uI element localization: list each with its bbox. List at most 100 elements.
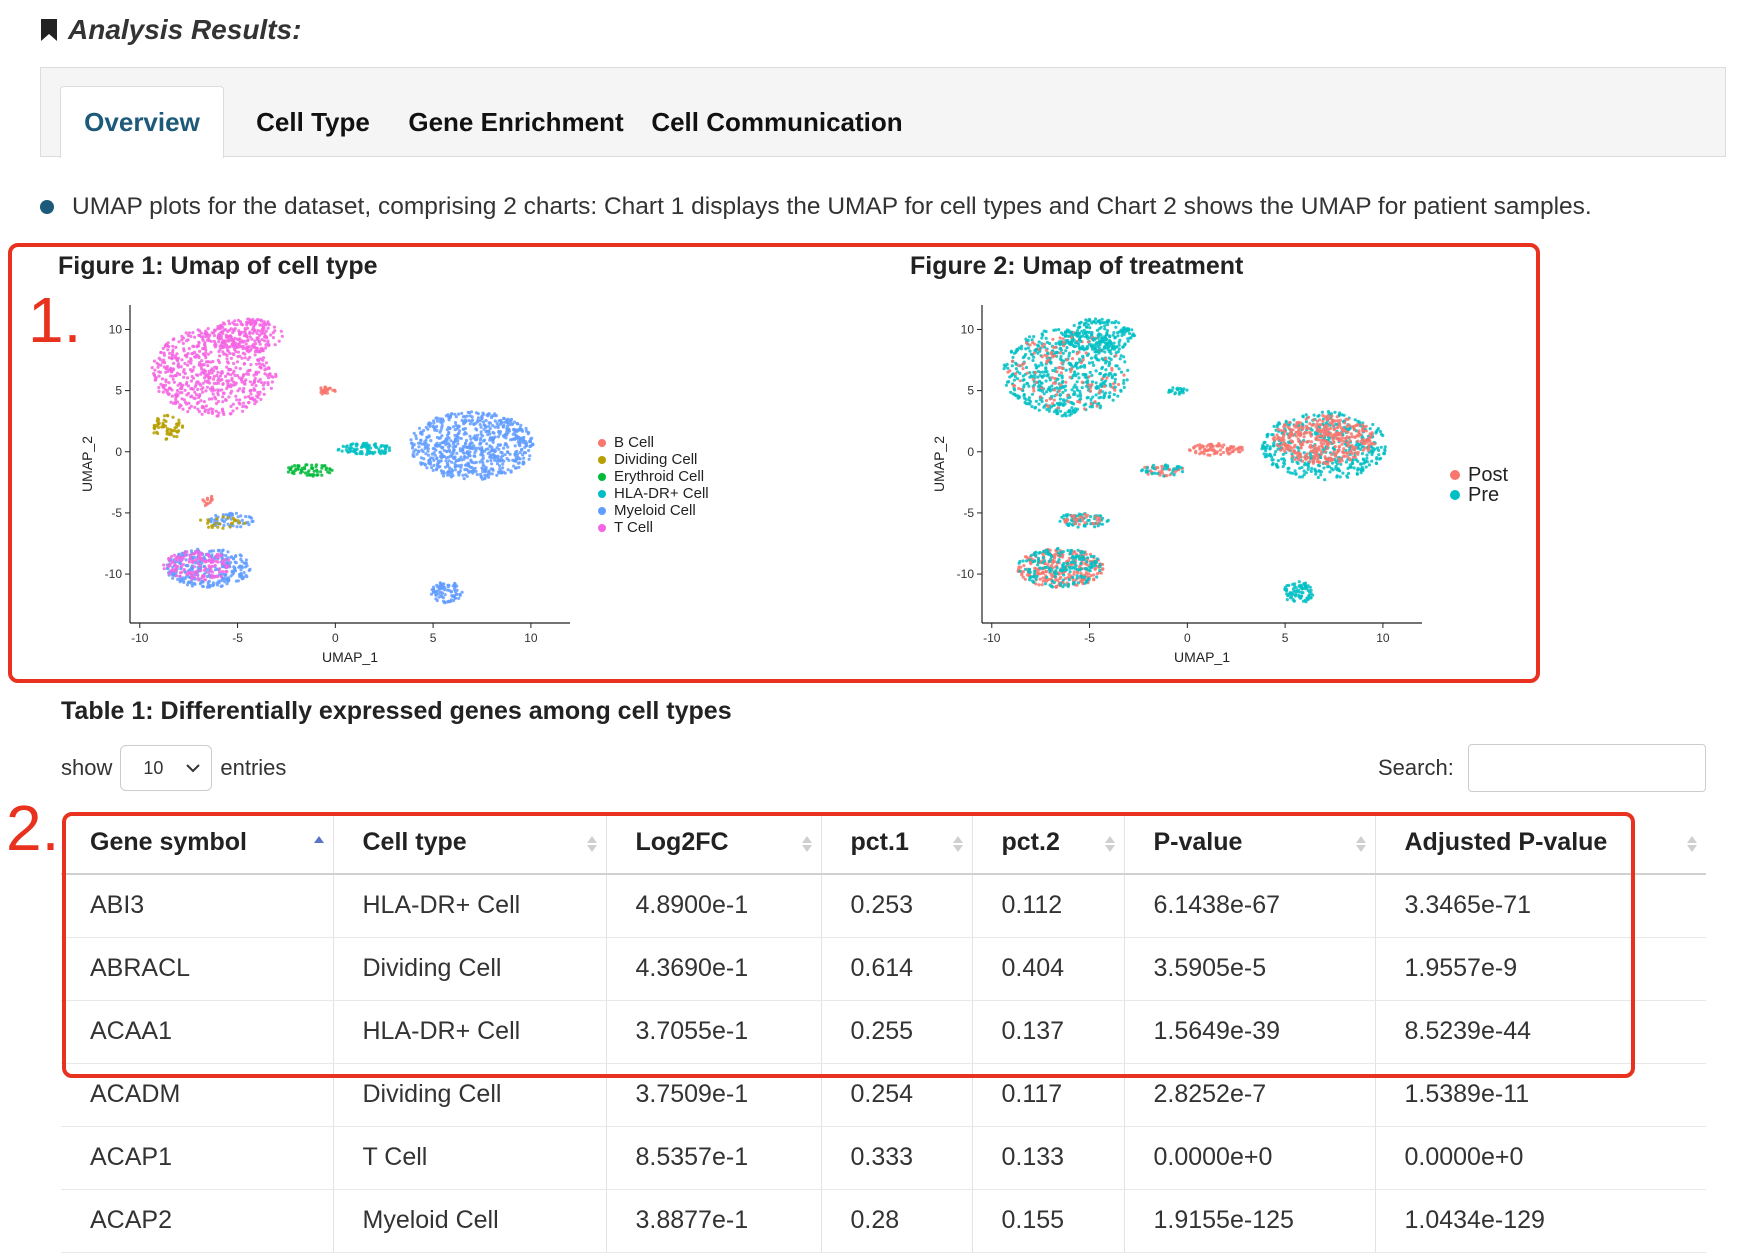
- point: [1057, 328, 1061, 332]
- legend-item-pre: Pre: [1450, 484, 1508, 506]
- point: [1018, 371, 1022, 375]
- point: [230, 513, 234, 517]
- point: [1341, 430, 1345, 434]
- point: [452, 448, 456, 453]
- point: [1063, 583, 1067, 587]
- search-input[interactable]: [1467, 744, 1706, 792]
- point: [223, 580, 227, 584]
- point: [465, 456, 469, 460]
- cluster-t-cell: [212, 317, 284, 354]
- point: [437, 592, 441, 596]
- column-header-pct2[interactable]: pct.2: [972, 812, 1125, 875]
- column-header-gene-symbol[interactable]: Gene symbol: [61, 812, 334, 875]
- y-tick-label: 0: [115, 445, 122, 459]
- point: [154, 376, 158, 380]
- point: [1074, 361, 1078, 365]
- point: [1017, 386, 1021, 391]
- point: [469, 410, 474, 414]
- point: [1353, 418, 1357, 422]
- point: [170, 394, 174, 398]
- point: [1044, 570, 1048, 574]
- point: [244, 561, 248, 565]
- point: [453, 412, 457, 416]
- point: [216, 560, 220, 564]
- point: [300, 468, 304, 472]
- point: [221, 409, 225, 413]
- point: [248, 355, 252, 359]
- point: [169, 370, 173, 374]
- point: [1061, 403, 1065, 407]
- point: [1042, 329, 1046, 333]
- point: [1208, 453, 1212, 457]
- point: [247, 568, 251, 573]
- point: [187, 331, 191, 335]
- point: [417, 445, 421, 449]
- point: [171, 377, 175, 381]
- point: [488, 438, 492, 442]
- column-header-cell-type[interactable]: Cell type: [333, 812, 607, 875]
- page-length-select[interactable]: 10: [120, 745, 213, 791]
- point: [439, 459, 443, 463]
- point: [205, 338, 210, 342]
- point: [1098, 406, 1102, 410]
- point: [447, 459, 451, 463]
- point: [1020, 344, 1024, 348]
- point: [1075, 386, 1079, 390]
- point: [253, 329, 257, 333]
- point: [196, 380, 200, 384]
- point: [1360, 423, 1364, 427]
- genes-table: Gene symbol Cell type Log2FC pct.1 pct.2…: [61, 812, 1706, 1253]
- point: [1051, 381, 1056, 385]
- point: [293, 464, 297, 468]
- point: [1082, 347, 1086, 351]
- point: [488, 450, 492, 454]
- column-header-pct1[interactable]: pct.1: [821, 812, 973, 875]
- point: [1099, 571, 1103, 575]
- legend-swatch: [1450, 490, 1460, 500]
- point: [463, 445, 467, 449]
- point: [497, 429, 501, 434]
- point: [1284, 421, 1288, 425]
- point: [1105, 376, 1109, 380]
- point: [197, 355, 201, 360]
- point: [517, 465, 521, 469]
- point: [1080, 516, 1084, 520]
- x-tick-label: 10: [524, 631, 538, 645]
- point: [1058, 409, 1063, 413]
- point: [1059, 346, 1063, 350]
- point: [1176, 388, 1180, 392]
- tab-cell-type[interactable]: Cell Type: [256, 106, 370, 137]
- point: [259, 397, 263, 401]
- point: [204, 351, 208, 355]
- point: [427, 421, 431, 425]
- point: [1162, 467, 1166, 471]
- point: [454, 444, 458, 448]
- point: [246, 520, 250, 524]
- point: [189, 379, 193, 383]
- point: [1346, 466, 1350, 470]
- tab-cell-communication[interactable]: Cell Communication: [651, 106, 903, 137]
- point: [1180, 388, 1184, 393]
- column-header-p-value[interactable]: P-value: [1124, 812, 1376, 875]
- point: [1059, 355, 1063, 359]
- point: [226, 334, 230, 339]
- tab-overview[interactable]: Overview: [60, 86, 224, 158]
- point: [240, 518, 244, 522]
- point: [1356, 423, 1360, 427]
- point: [412, 431, 416, 435]
- point: [1288, 471, 1292, 475]
- point: [487, 475, 491, 479]
- point: [196, 576, 200, 580]
- point: [1090, 383, 1094, 387]
- column-header-adjusted-p-value[interactable]: Adjusted P-value: [1375, 812, 1706, 875]
- tab-gene-enrichment[interactable]: Gene Enrichment: [408, 106, 624, 137]
- point: [235, 525, 239, 529]
- point: [1352, 428, 1356, 432]
- point: [497, 471, 501, 475]
- column-header-log2fc[interactable]: Log2FC: [606, 812, 822, 875]
- point: [451, 455, 455, 459]
- point: [1377, 448, 1381, 452]
- point: [1322, 460, 1326, 465]
- point: [153, 368, 157, 372]
- point: [225, 353, 229, 358]
